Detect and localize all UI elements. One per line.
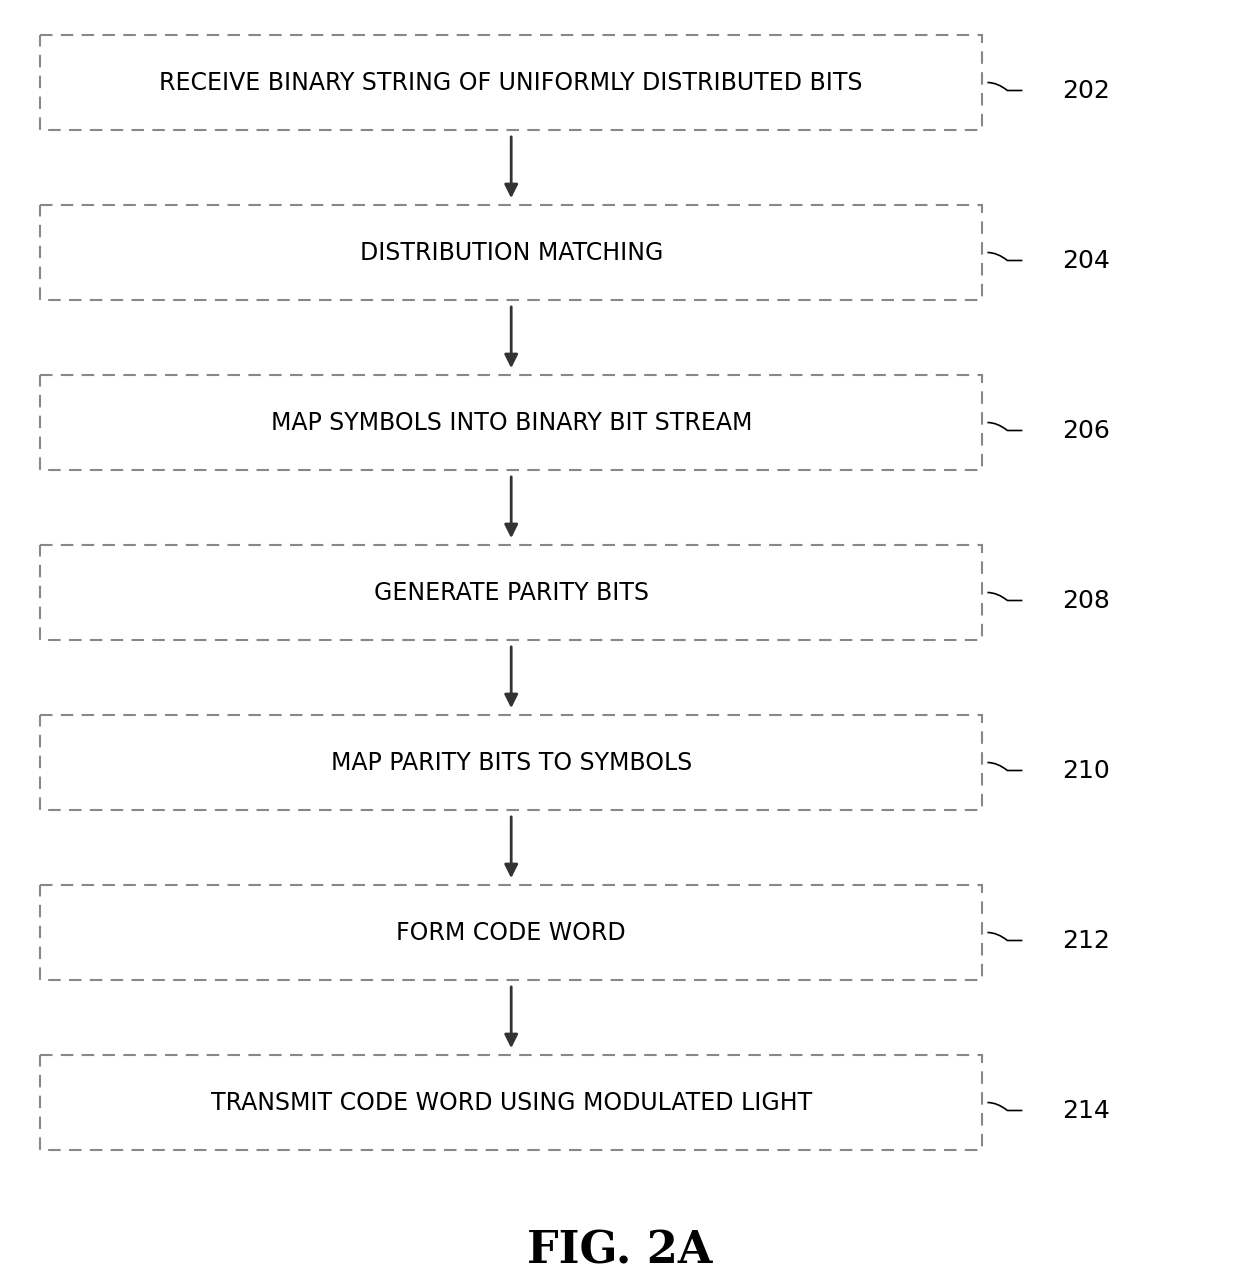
Bar: [40, 375, 982, 470]
Text: 202: 202: [1063, 79, 1110, 103]
Bar: [40, 36, 982, 131]
Text: GENERATE PARITY BITS: GENERATE PARITY BITS: [373, 581, 649, 605]
Text: 212: 212: [1063, 928, 1110, 952]
Bar: [40, 545, 982, 640]
Text: 208: 208: [1063, 588, 1110, 612]
Bar: [40, 715, 982, 810]
Bar: [40, 1055, 982, 1150]
Text: 204: 204: [1063, 249, 1110, 273]
Text: DISTRIBUTION MATCHING: DISTRIBUTION MATCHING: [360, 241, 663, 265]
Text: 214: 214: [1063, 1098, 1110, 1122]
Bar: [40, 205, 982, 301]
Bar: [40, 885, 982, 980]
Text: 206: 206: [1063, 418, 1110, 443]
Text: FORM CODE WORD: FORM CODE WORD: [397, 921, 626, 945]
Text: MAP PARITY BITS TO SYMBOLS: MAP PARITY BITS TO SYMBOLS: [331, 751, 692, 775]
Text: RECEIVE BINARY STRING OF UNIFORMLY DISTRIBUTED BITS: RECEIVE BINARY STRING OF UNIFORMLY DISTR…: [160, 71, 863, 95]
Text: FIG. 2A: FIG. 2A: [527, 1230, 713, 1268]
Text: MAP SYMBOLS INTO BINARY BIT STREAM: MAP SYMBOLS INTO BINARY BIT STREAM: [270, 411, 751, 435]
Text: TRANSMIT CODE WORD USING MODULATED LIGHT: TRANSMIT CODE WORD USING MODULATED LIGHT: [211, 1090, 812, 1115]
Text: 210: 210: [1063, 758, 1110, 782]
